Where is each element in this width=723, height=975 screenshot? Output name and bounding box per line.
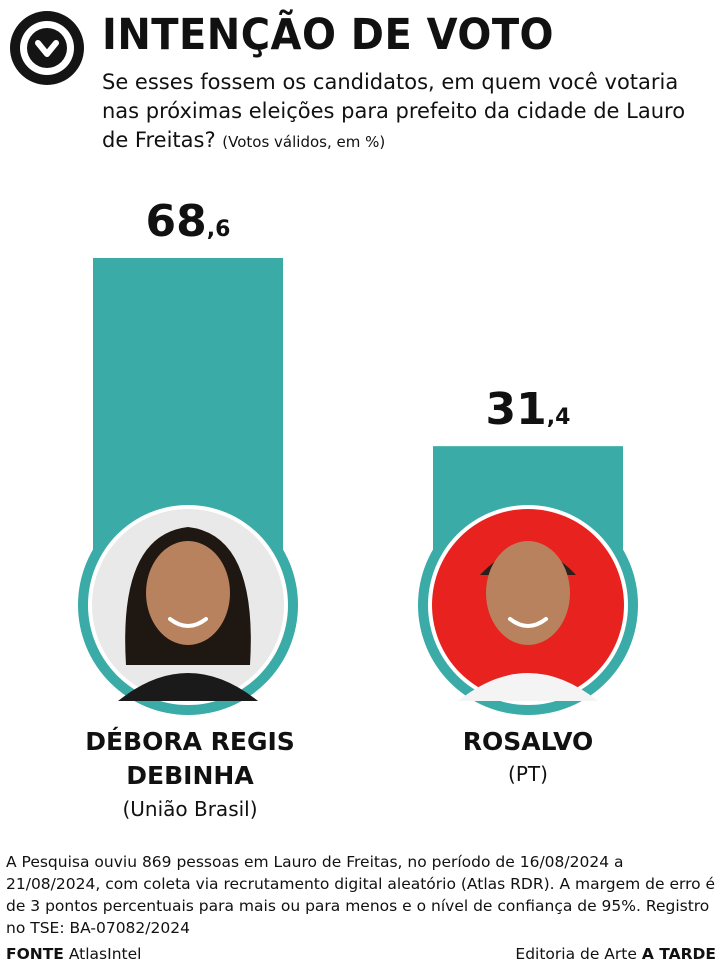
value-label-2: 31,4 — [486, 384, 571, 435]
source: FONTE AtlasIntel — [6, 945, 141, 963]
credit-brand: A TARDE — [641, 945, 716, 963]
subtitle: Se esses fossem os candidatos, em quem v… — [102, 68, 702, 157]
source-value: AtlasIntel — [68, 945, 142, 963]
candidate-party-2: (PT) — [508, 762, 548, 786]
shoulders-shape-1 — [118, 673, 258, 701]
face-shape-2 — [486, 541, 570, 645]
header: INTENÇÃO DE VOTO Se esses fossem os cand… — [0, 0, 723, 160]
smile-shape-1 — [168, 617, 208, 628]
credit-prefix: Editoria de Arte — [515, 945, 637, 963]
bar-chart-svg: 68,6 31,4 — [78, 196, 638, 715]
candidate-name-2: ROSALVO — [378, 725, 678, 759]
bar-chart: 68,6 31,4 — [0, 170, 723, 730]
footer: FONTE AtlasIntel Editoria de Arte A TARD… — [6, 945, 716, 969]
shoulders-shape-2 — [458, 673, 598, 701]
check-circle-icon — [10, 11, 84, 85]
smile-shape-2 — [508, 617, 548, 628]
source-label: FONTE — [6, 945, 64, 963]
subtitle-question: Se esses fossem os candidatos, em quem v… — [102, 70, 686, 152]
page-title: INTENÇÃO DE VOTO — [102, 10, 555, 60]
candidate-name-1-line1: DÉBORA REGIS — [85, 727, 295, 756]
value-label-1: 68,6 — [146, 196, 231, 247]
methodology-note: A Pesquisa ouviu 869 pessoas em Lauro de… — [6, 853, 716, 937]
candidate-party-1: (União Brasil) — [122, 797, 258, 821]
face-shape-1 — [146, 541, 230, 645]
subtitle-note: (Votos válidos, em %) — [222, 133, 386, 151]
candidate-name-1: DÉBORA REGIS DEBINHA — [40, 725, 340, 793]
candidate-name-2-line1: ROSALVO — [462, 727, 594, 756]
candidate-name-1-line2: DEBINHA — [126, 761, 254, 790]
credit: Editoria de Arte A TARDE — [515, 945, 716, 963]
